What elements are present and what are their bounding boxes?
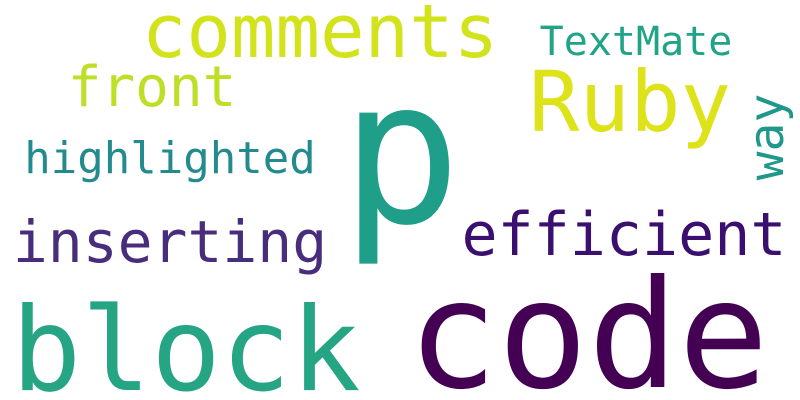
word-inserting: inserting (13, 208, 327, 276)
word-efficient: efficient (461, 200, 786, 270)
word-textmate: TextMate (540, 19, 733, 65)
word-p: p (341, 37, 461, 270)
word-way: way (739, 94, 795, 181)
word-code: code (407, 249, 768, 400)
word-block: block (11, 283, 360, 400)
word-comments: comments (142, 0, 498, 75)
word-ruby: Ruby (529, 53, 731, 151)
word-front: front (68, 55, 237, 120)
word-highlighted: highlighted (24, 133, 315, 184)
